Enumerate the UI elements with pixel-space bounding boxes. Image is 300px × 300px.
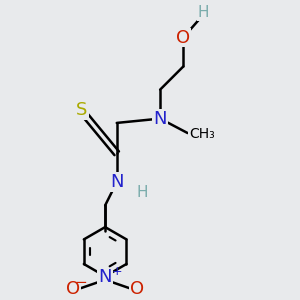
Text: H: H xyxy=(198,5,209,20)
Text: N: N xyxy=(153,110,167,128)
Text: −: − xyxy=(74,275,87,290)
Text: N: N xyxy=(98,268,112,286)
Text: CH₃: CH₃ xyxy=(189,127,215,141)
Text: H: H xyxy=(137,185,148,200)
Text: N: N xyxy=(110,173,124,191)
Text: O: O xyxy=(130,280,144,298)
Text: S: S xyxy=(76,101,88,119)
Text: O: O xyxy=(66,280,80,298)
Text: +: + xyxy=(111,265,122,278)
Text: O: O xyxy=(176,28,190,46)
